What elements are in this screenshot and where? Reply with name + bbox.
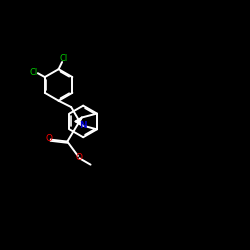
Text: O: O xyxy=(46,134,53,143)
Text: Cl: Cl xyxy=(60,54,68,63)
Text: Cl: Cl xyxy=(30,68,38,77)
Text: N: N xyxy=(80,121,87,130)
Text: O: O xyxy=(76,154,82,162)
